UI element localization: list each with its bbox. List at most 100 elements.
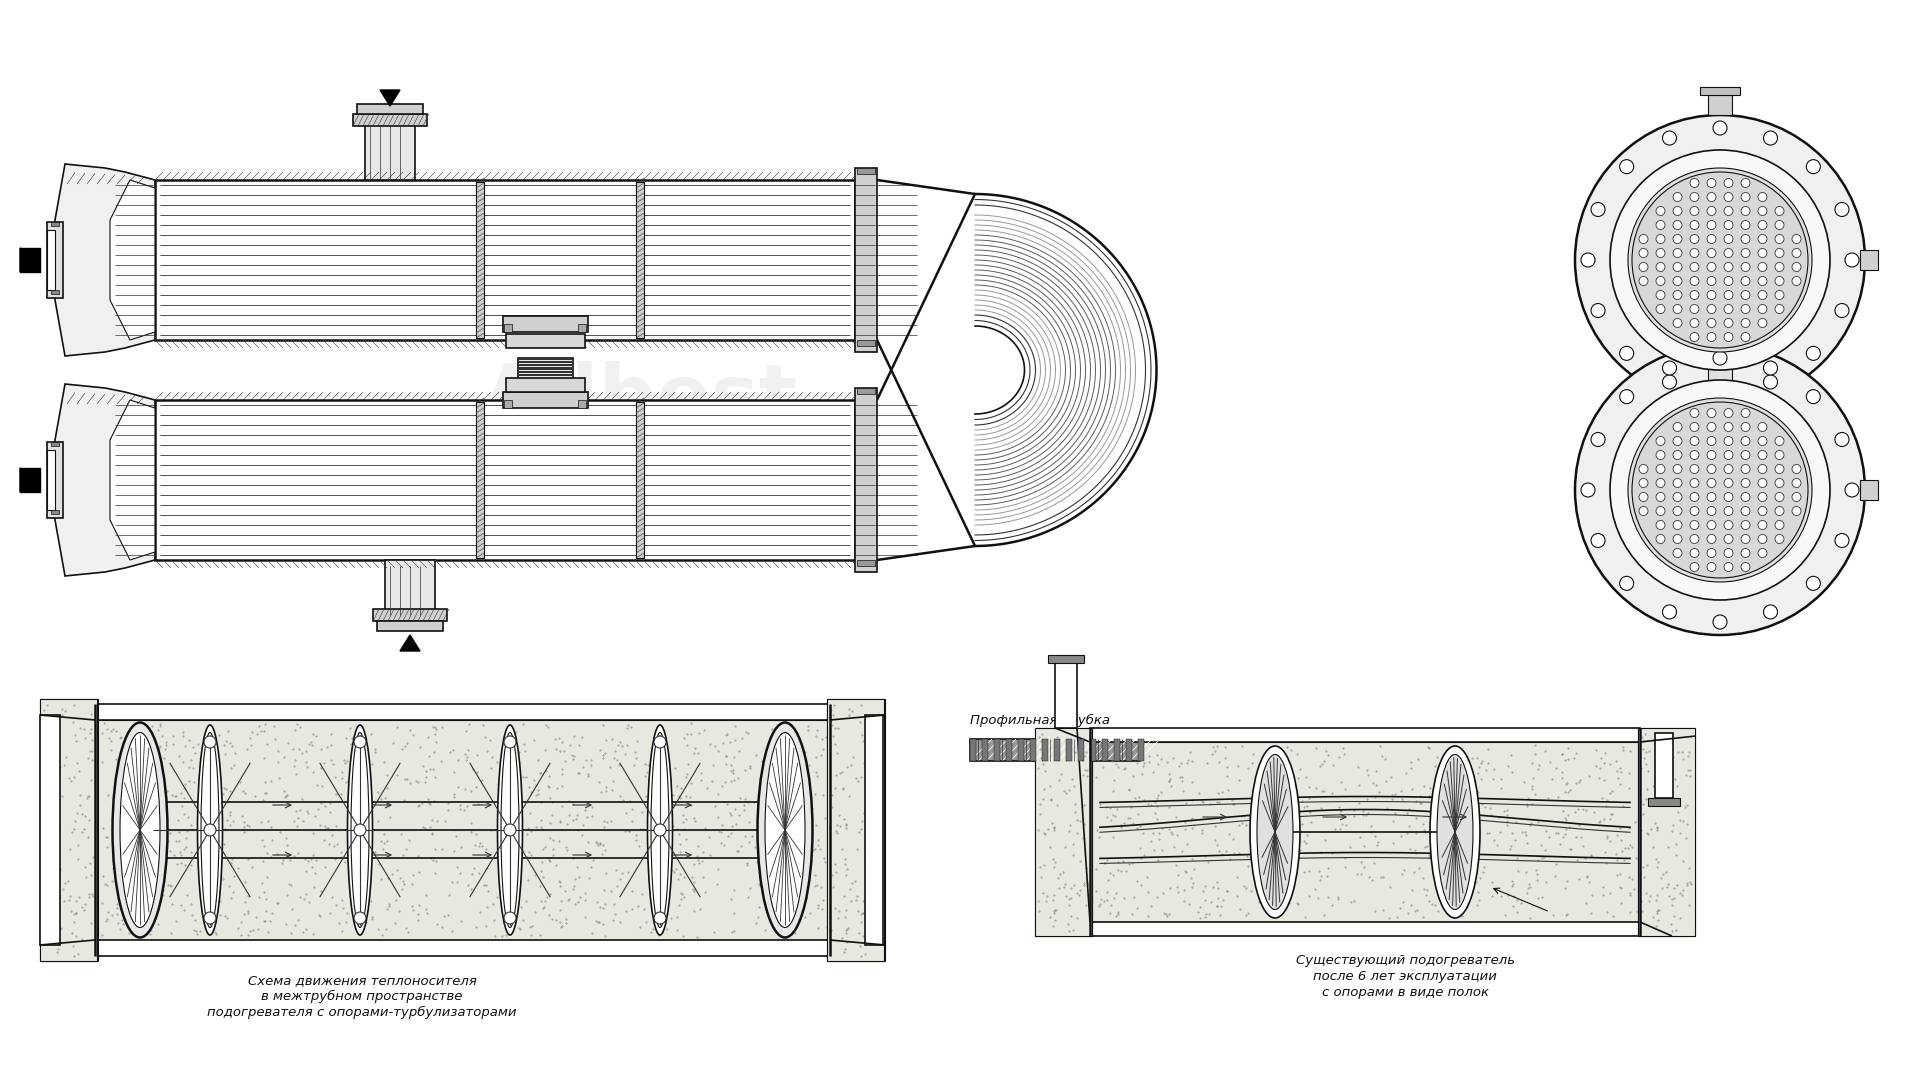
Circle shape — [1836, 303, 1849, 318]
Circle shape — [1741, 276, 1749, 285]
Bar — [828, 699, 883, 961]
Bar — [1709, 345, 1732, 405]
Circle shape — [1663, 361, 1676, 375]
Circle shape — [1655, 464, 1665, 473]
Bar — [856, 168, 876, 174]
Circle shape — [1724, 436, 1734, 445]
Polygon shape — [19, 468, 40, 492]
Circle shape — [1774, 535, 1784, 543]
Circle shape — [1672, 262, 1682, 271]
Bar — [52, 291, 60, 294]
Bar — [156, 180, 854, 340]
Circle shape — [1741, 333, 1749, 341]
Bar — [856, 388, 876, 394]
Circle shape — [1655, 436, 1665, 445]
Circle shape — [1655, 234, 1665, 243]
Circle shape — [1741, 507, 1749, 515]
Circle shape — [1628, 399, 1812, 582]
Circle shape — [1655, 276, 1665, 285]
Circle shape — [1655, 305, 1665, 313]
Circle shape — [1672, 450, 1682, 459]
Circle shape — [1763, 361, 1778, 375]
Bar — [854, 388, 877, 572]
Circle shape — [1791, 262, 1801, 271]
Circle shape — [1640, 464, 1647, 473]
Circle shape — [1672, 436, 1682, 445]
Circle shape — [503, 824, 516, 836]
Bar — [1638, 728, 1695, 936]
Circle shape — [1774, 464, 1784, 473]
Circle shape — [1741, 492, 1749, 501]
Circle shape — [1580, 483, 1596, 497]
Bar — [503, 324, 513, 332]
Circle shape — [1724, 178, 1734, 188]
Circle shape — [1707, 291, 1716, 299]
Bar — [507, 334, 586, 348]
Circle shape — [1592, 303, 1605, 318]
Bar — [1077, 739, 1085, 761]
Bar — [46, 450, 56, 510]
Bar — [995, 739, 1000, 761]
Bar — [40, 699, 98, 961]
Circle shape — [1655, 492, 1665, 501]
Circle shape — [1640, 276, 1647, 285]
Circle shape — [1774, 234, 1784, 243]
Circle shape — [1741, 291, 1749, 299]
Polygon shape — [56, 164, 156, 356]
Circle shape — [1655, 507, 1665, 515]
Bar — [578, 324, 586, 332]
Circle shape — [1724, 464, 1734, 473]
Polygon shape — [109, 180, 156, 340]
Circle shape — [1759, 276, 1766, 285]
Circle shape — [1707, 220, 1716, 230]
Circle shape — [1592, 534, 1605, 548]
Circle shape — [1707, 206, 1716, 216]
Bar — [1006, 739, 1012, 761]
Circle shape — [1759, 206, 1766, 216]
Circle shape — [1741, 220, 1749, 230]
Bar — [94, 704, 829, 720]
Circle shape — [1580, 253, 1596, 267]
Circle shape — [1759, 319, 1766, 327]
Circle shape — [1724, 305, 1734, 313]
Bar — [156, 400, 854, 561]
Circle shape — [1574, 345, 1864, 635]
Circle shape — [1713, 615, 1726, 629]
Circle shape — [1759, 507, 1766, 515]
Circle shape — [1672, 291, 1682, 299]
Ellipse shape — [651, 732, 668, 928]
Circle shape — [353, 735, 367, 748]
Circle shape — [1672, 319, 1682, 327]
Circle shape — [503, 735, 516, 748]
Bar — [46, 230, 56, 291]
Bar — [46, 222, 63, 298]
Circle shape — [1791, 276, 1801, 285]
Bar — [40, 699, 98, 961]
Circle shape — [655, 735, 666, 748]
Circle shape — [1741, 192, 1749, 202]
Ellipse shape — [764, 732, 804, 928]
Circle shape — [1672, 492, 1682, 501]
Bar — [40, 715, 60, 945]
Circle shape — [1672, 305, 1682, 313]
Circle shape — [1724, 492, 1734, 501]
Circle shape — [1741, 262, 1749, 271]
Circle shape — [1592, 202, 1605, 216]
Bar — [365, 120, 415, 180]
Text: Профильная трубка: Профильная трубка — [970, 714, 1110, 727]
Circle shape — [1791, 234, 1801, 243]
Circle shape — [1690, 220, 1699, 230]
Circle shape — [1690, 450, 1699, 459]
Bar — [1029, 739, 1037, 761]
Circle shape — [1759, 234, 1766, 243]
Ellipse shape — [348, 725, 372, 935]
Circle shape — [1707, 436, 1716, 445]
Circle shape — [1640, 262, 1647, 271]
Bar — [1091, 739, 1096, 761]
Circle shape — [1655, 220, 1665, 230]
Circle shape — [1690, 305, 1699, 313]
Circle shape — [1724, 234, 1734, 243]
Circle shape — [1724, 507, 1734, 515]
Bar — [1091, 922, 1640, 936]
Circle shape — [1655, 248, 1665, 257]
